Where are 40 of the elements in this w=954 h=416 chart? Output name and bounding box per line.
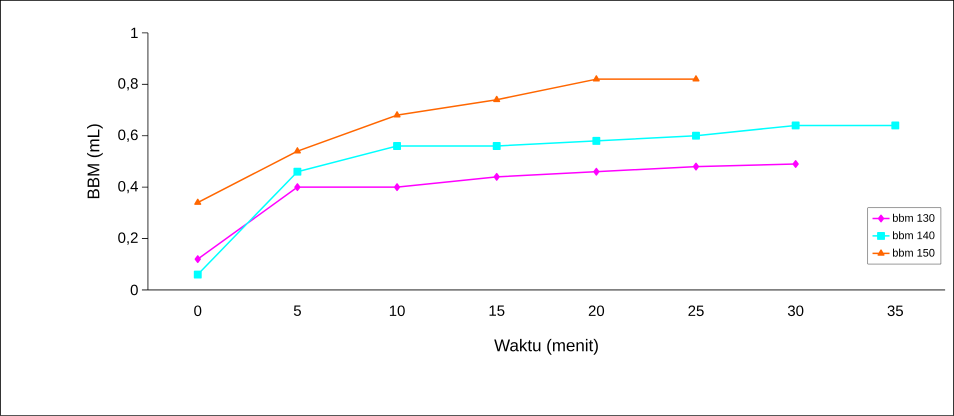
y-tick-label: 0,2 — [118, 232, 138, 245]
legend-label: bbm 140 — [892, 231, 934, 240]
point — [891, 122, 900, 130]
point — [194, 198, 202, 205]
legend-label: bbm 130 — [892, 214, 934, 222]
point — [394, 111, 401, 118]
x-tick-label: 15 — [490, 306, 504, 316]
point — [792, 160, 799, 168]
point — [494, 172, 500, 181]
point — [592, 136, 600, 145]
point — [792, 122, 800, 130]
x-tick-label: 10 — [390, 306, 405, 316]
point — [592, 75, 600, 82]
y-tick-label: 0,6 — [118, 130, 138, 142]
x-tick-label: 5 — [294, 306, 301, 316]
x-tick-label: 35 — [888, 306, 903, 316]
x-tick-label: 20 — [588, 306, 604, 316]
y-tick-label: 0,4 — [118, 181, 138, 194]
x-tick-label: 0 — [194, 306, 202, 316]
point — [593, 168, 600, 176]
y-tick-label: 0 — [130, 284, 138, 296]
point — [692, 132, 700, 140]
point — [194, 270, 202, 279]
x-axis-title: Waktu (menit) — [494, 338, 598, 355]
y-tick-label: 1 — [131, 28, 138, 38]
point — [692, 162, 700, 171]
y-tick-label: 0,8 — [118, 78, 138, 91]
point — [493, 96, 500, 102]
point — [293, 168, 302, 176]
point — [692, 75, 700, 82]
x-tick-label: 25 — [688, 306, 704, 316]
point — [393, 142, 402, 150]
point — [194, 255, 201, 264]
point — [394, 183, 400, 192]
point — [294, 147, 301, 154]
y-axis-title: BBM (mL) — [87, 124, 103, 198]
legend-label: bbm 150 — [892, 248, 934, 257]
point — [294, 183, 301, 192]
x-tick-label: 30 — [788, 306, 804, 316]
point — [492, 142, 501, 150]
